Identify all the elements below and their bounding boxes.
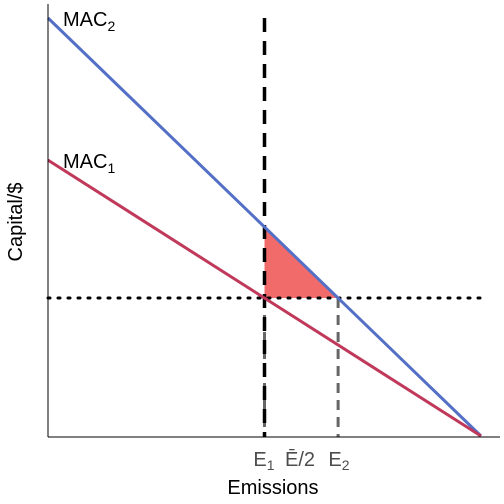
mac-curves [46, 16, 483, 438]
x-tick-label-3: E2 [328, 449, 349, 473]
y-axis-label: Capital/$ [5, 183, 27, 262]
x-tick-label-1: E1 [253, 449, 274, 473]
mac2-label: MAC2 [63, 9, 115, 34]
x-tick-labels: E1 Ē/2 E2 [253, 448, 349, 473]
curve-labels: MAC2 MAC1 [63, 9, 115, 176]
x-axis-label: Emissions [227, 477, 318, 499]
axes [47, 4, 500, 438]
mac1-label: MAC1 [63, 151, 115, 176]
x-tick-label-2: Ē/2 [285, 448, 315, 471]
mac1-line [47, 158, 482, 438]
mac2-line [46, 16, 483, 438]
